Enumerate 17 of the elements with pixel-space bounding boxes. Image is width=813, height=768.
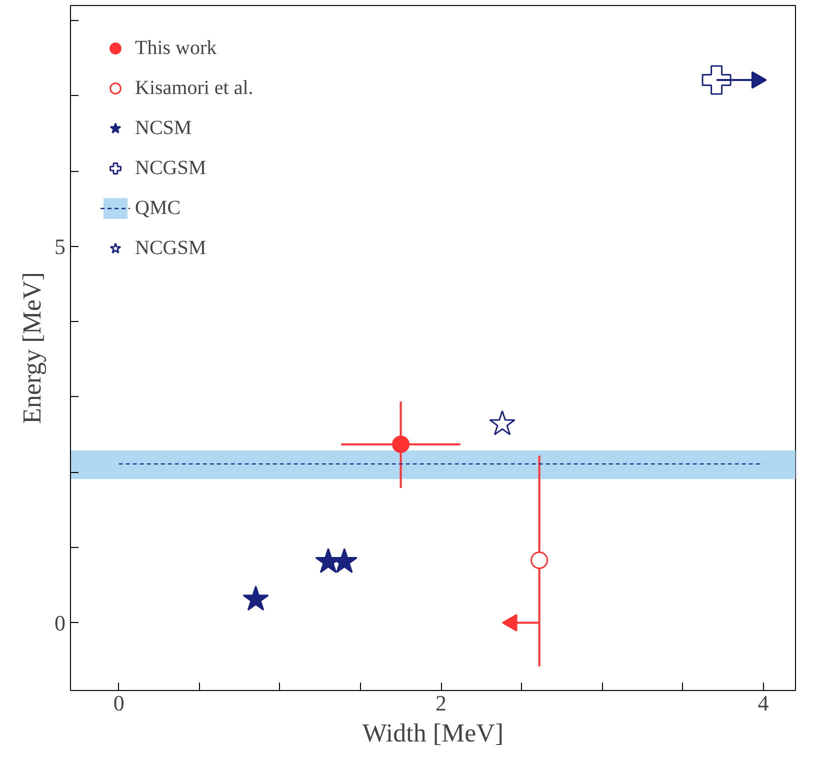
legend-label: NCGSM bbox=[135, 156, 206, 180]
legend-label: QMC bbox=[135, 196, 181, 220]
y-axis-title: Energy [MeV] bbox=[18, 272, 46, 424]
legend-label: NCGSM bbox=[135, 236, 206, 260]
x-tick-label: 2 bbox=[436, 690, 447, 716]
legend-label: This work bbox=[135, 36, 217, 60]
point bbox=[489, 410, 516, 436]
point bbox=[242, 586, 269, 611]
legend-label: Kisamori et al. bbox=[135, 76, 254, 100]
y-tick-label: 5 bbox=[54, 234, 66, 259]
legend-label: NCSM bbox=[135, 116, 192, 140]
x-tick-label: 4 bbox=[758, 690, 769, 716]
x-axis-title: Width [MeV] bbox=[362, 718, 504, 748]
point bbox=[530, 552, 548, 570]
x-tick-label: 0 bbox=[113, 690, 124, 716]
point bbox=[702, 65, 732, 95]
point bbox=[392, 436, 410, 454]
